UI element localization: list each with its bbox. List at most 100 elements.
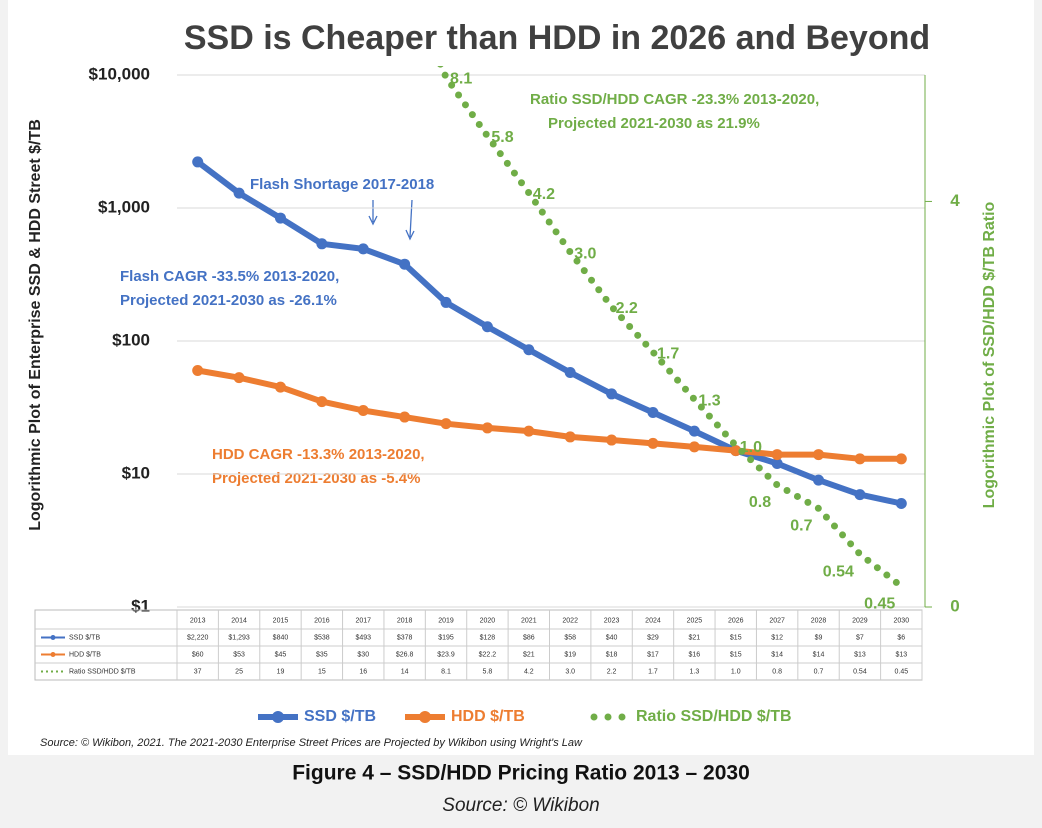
data-label: 1.3 [698, 393, 720, 410]
table-cell: 15 [318, 668, 326, 675]
table-cell: 0.8 [772, 668, 782, 675]
data-point [854, 453, 866, 465]
legend-label: HDD $/TB [451, 708, 525, 725]
table-header: 2029 [852, 617, 868, 624]
table-cell: $35 [316, 651, 328, 658]
legend-key [419, 711, 431, 723]
legend-label: Ratio SSD/HDD $/TB [636, 708, 792, 725]
y-axis-label: Logorithmic Plot of Enterprise SSD & HDD… [27, 119, 44, 531]
figure-caption: Figure 4 – SSD/HDD Pricing Ratio 2013 – … [292, 762, 750, 785]
chart-background [8, 0, 1034, 755]
data-label: 1.0 [740, 439, 762, 456]
data-point [399, 411, 411, 423]
data-point [564, 431, 576, 443]
table-header: 2030 [894, 617, 910, 624]
y2-tick-label: 0 [950, 596, 959, 615]
table-cell: $53 [233, 651, 245, 658]
table-cell: 2.2 [607, 668, 617, 675]
table-cell: $15 [730, 651, 742, 658]
data-point [440, 418, 452, 430]
data-point [274, 381, 286, 393]
table-cell: $21 [689, 634, 701, 641]
table-header: 2020 [480, 617, 496, 624]
table-cell: 37 [194, 668, 202, 675]
table-cell: $30 [357, 651, 369, 658]
table-cell: 1.0 [731, 668, 741, 675]
legend-key [604, 713, 612, 721]
data-point [523, 344, 535, 356]
table-header: 2015 [273, 617, 289, 624]
annotation: Projected 2021-2030 as 21.9% [548, 115, 760, 132]
table-cell: $21 [523, 651, 535, 658]
table-cell: $195 [438, 634, 454, 641]
table-cell: 14 [401, 668, 409, 675]
table-cell: $58 [564, 634, 576, 641]
table-cell: $23.9 [437, 651, 455, 658]
series-line [437, 66, 905, 590]
data-point [399, 258, 411, 270]
data-label: 1.7 [657, 345, 679, 362]
table-cell: $13 [854, 651, 866, 658]
data-point [688, 441, 700, 453]
table-cell: 16 [359, 668, 367, 675]
data-point [606, 388, 618, 400]
data-point [233, 372, 245, 384]
figure-source: Source: © Wikibon [442, 795, 599, 816]
table-header: 2027 [769, 617, 785, 624]
data-label: 0.54 [823, 563, 854, 580]
table-header: 2019 [438, 617, 454, 624]
data-point [771, 457, 783, 469]
chart-title: SSD is Cheaper than HDD in 2026 and Beyo… [184, 19, 930, 57]
data-point [357, 405, 369, 417]
table-cell: $60 [192, 651, 204, 658]
data-point [481, 422, 493, 434]
data-point [564, 366, 576, 378]
table-cell: $493 [355, 634, 371, 641]
y-tick-label: $100 [112, 330, 150, 349]
table-cell: $29 [647, 634, 659, 641]
data-point [274, 212, 286, 224]
table-header: 2018 [397, 617, 413, 624]
table-header: 2023 [604, 617, 620, 624]
table-cell: $15 [730, 634, 742, 641]
table-header: 2026 [728, 617, 744, 624]
annotation: Projected 2021-2030 as -5.4% [212, 470, 420, 487]
table-header: 2016 [314, 617, 330, 624]
y-tick-label: $1 [131, 596, 150, 615]
table-cell: $22.2 [479, 651, 497, 658]
table-cell: $13 [895, 651, 907, 658]
table-cell: $1,293 [228, 634, 250, 641]
y2-axis-label: Logorithmic Plot of SSD/HDD $/TB Ratio [981, 201, 998, 508]
data-point [357, 243, 369, 255]
data-label: 0.8 [749, 494, 771, 511]
table-cell: $2,220 [187, 634, 209, 641]
data-table: 2013 2014 2015 2016 2017 2018 2019 2020 2021 2022… [34, 609, 923, 681]
data-point [233, 187, 245, 199]
table-cell: 25 [235, 668, 243, 675]
plot-area: 3725191516148.15.84.23.02.21.71.31.00.80… [192, 66, 907, 612]
table-header: 2024 [645, 617, 661, 624]
table-cell: $86 [523, 634, 535, 641]
data-point [771, 449, 783, 461]
table-cell: 1.3 [689, 668, 699, 675]
data-point [440, 296, 452, 308]
legend-label: SSD $/TB [304, 708, 376, 725]
table-row-label: SSD $/TB [69, 634, 100, 641]
y2-tick-label: 4 [950, 191, 960, 210]
table-header: 2021 [521, 617, 537, 624]
table-header: 2028 [811, 617, 827, 624]
table-cell: $7 [856, 634, 864, 641]
table-legend-key [50, 635, 56, 640]
table-cell: $40 [606, 634, 618, 641]
legend-key [618, 713, 626, 721]
data-label: 4.2 [533, 186, 555, 203]
data-point [647, 437, 659, 449]
data-point [813, 449, 825, 461]
legend-key [272, 711, 284, 723]
table-cell: 0.54 [853, 668, 867, 675]
table-header: 2013 [190, 617, 206, 624]
table-cell: $378 [397, 634, 413, 641]
series-line [194, 367, 905, 462]
y-tick-label: $10,000 [89, 64, 150, 83]
table-cell: $17 [647, 651, 659, 658]
